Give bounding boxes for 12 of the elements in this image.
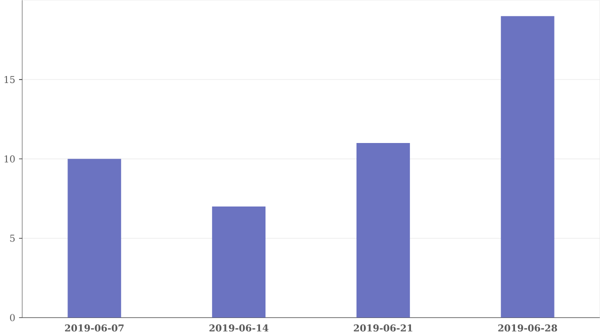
y-tick-label: 5 <box>10 234 15 242</box>
x-tick-label: 2019-06-14 <box>209 324 268 332</box>
x-tick-label: 2019-06-21 <box>354 324 412 332</box>
y-tick-label: 0 <box>10 314 15 322</box>
bar <box>356 143 410 318</box>
bar <box>212 206 266 318</box>
y-tick-label: 15 <box>4 76 15 84</box>
x-tick-label: 2019-06-28 <box>498 324 558 332</box>
y-tick-label: 10 <box>4 155 15 162</box>
x-tick-label: 2019-06-07 <box>65 324 124 332</box>
bar <box>500 16 554 318</box>
bar <box>68 158 122 318</box>
